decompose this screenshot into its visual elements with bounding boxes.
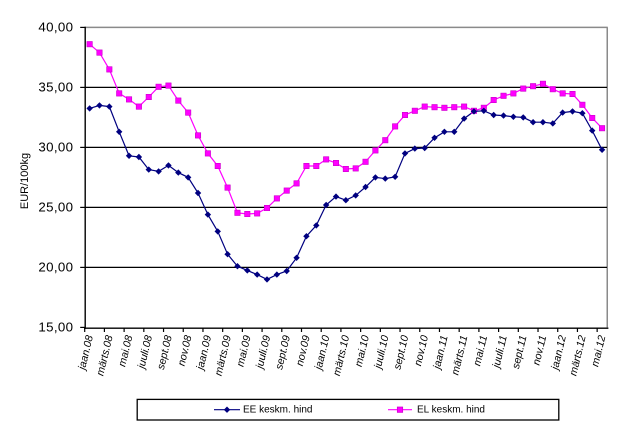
svg-text:25,00: 25,00 [38,200,73,215]
svg-text:EUR/100kg: EUR/100kg [19,153,31,209]
svg-text:40,00: 40,00 [38,20,73,35]
svg-text:15,00: 15,00 [38,320,73,335]
svg-text:EL keskm. hind: EL keskm. hind [417,404,485,415]
svg-text:EE keskm. hind: EE keskm. hind [243,404,312,415]
svg-text:30,00: 30,00 [38,140,73,155]
svg-text:20,00: 20,00 [38,260,73,275]
svg-text:35,00: 35,00 [38,80,73,95]
